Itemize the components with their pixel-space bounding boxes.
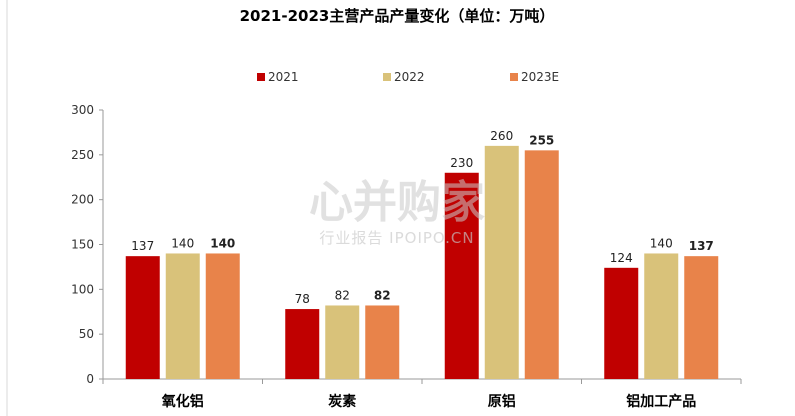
legend-label-2022: 2022 xyxy=(394,70,425,84)
bar-2021-0 xyxy=(125,256,160,379)
legend-label-2023E: 2023E xyxy=(521,70,559,84)
value-label-2021-2: 230 xyxy=(450,156,473,170)
x-axis: 氧化铝 炭素 原铝 铝加工产品 xyxy=(102,378,742,410)
bar-2021-3 xyxy=(604,267,639,379)
value-label-2022-1: 82 xyxy=(335,288,350,302)
chart-title: 2021-2023主营产品产量变化（单位：万吨） xyxy=(240,7,555,25)
bar-2022-1 xyxy=(325,305,360,379)
value-label-2023E-1: 82 xyxy=(374,288,391,302)
legend-swatch-2022 xyxy=(383,73,391,81)
y-tick-label-150: 150 xyxy=(71,238,94,252)
watermark-main: 心并购家 xyxy=(309,177,485,228)
bar-2023E-3 xyxy=(684,256,719,379)
value-label-2022-3: 140 xyxy=(650,236,673,250)
legend-label-2021: 2021 xyxy=(268,70,299,84)
legend: 2021 2022 2023E xyxy=(257,70,559,84)
bars xyxy=(125,145,719,379)
value-label-2021-0: 137 xyxy=(131,239,154,253)
bar-2021-1 xyxy=(285,309,320,379)
bar-2022-3 xyxy=(644,253,679,379)
y-tick-label-100: 100 xyxy=(71,282,94,296)
category-label-2: 原铝 xyxy=(488,393,516,410)
category-label-0: 氧化铝 xyxy=(161,393,204,410)
value-label-2021-1: 78 xyxy=(295,292,310,306)
watermark: 心并购家 行业报告 IPOIPO.CN xyxy=(309,177,485,247)
value-label-2023E-2: 255 xyxy=(529,133,554,147)
bar-2022-2 xyxy=(484,145,519,379)
value-label-2021-3: 124 xyxy=(610,251,633,265)
watermark-sub: 行业报告 IPOIPO.CN xyxy=(319,229,474,247)
value-label-2022-2: 260 xyxy=(490,129,513,143)
bar-2023E-0 xyxy=(205,253,240,379)
legend-swatch-2021 xyxy=(257,73,265,81)
category-label-1: 炭素 xyxy=(328,393,356,410)
y-tick-label-300: 300 xyxy=(71,103,94,117)
bar-2023E-2 xyxy=(524,150,559,379)
value-label-2022-0: 140 xyxy=(171,236,194,250)
bar-2023E-1 xyxy=(365,305,400,379)
value-label-2023E-0: 140 xyxy=(210,236,235,250)
y-tick-label-50: 50 xyxy=(79,327,94,341)
y-tick-label-200: 200 xyxy=(71,193,94,207)
bar-2021-2 xyxy=(444,172,479,379)
category-label-3: 铝加工产品 xyxy=(626,393,696,410)
y-tick-label-250: 250 xyxy=(71,148,94,162)
legend-swatch-2023E xyxy=(510,73,518,81)
bar-2022-0 xyxy=(165,253,200,379)
y-tick-label-0: 0 xyxy=(86,372,94,386)
y-axis: 0 50 100 150 200 250 300 xyxy=(71,103,104,386)
value-label-2023E-3: 137 xyxy=(689,239,714,253)
value-labels: 137 140 140 78 82 82 230 260 255 124 140 137 xyxy=(131,129,713,306)
